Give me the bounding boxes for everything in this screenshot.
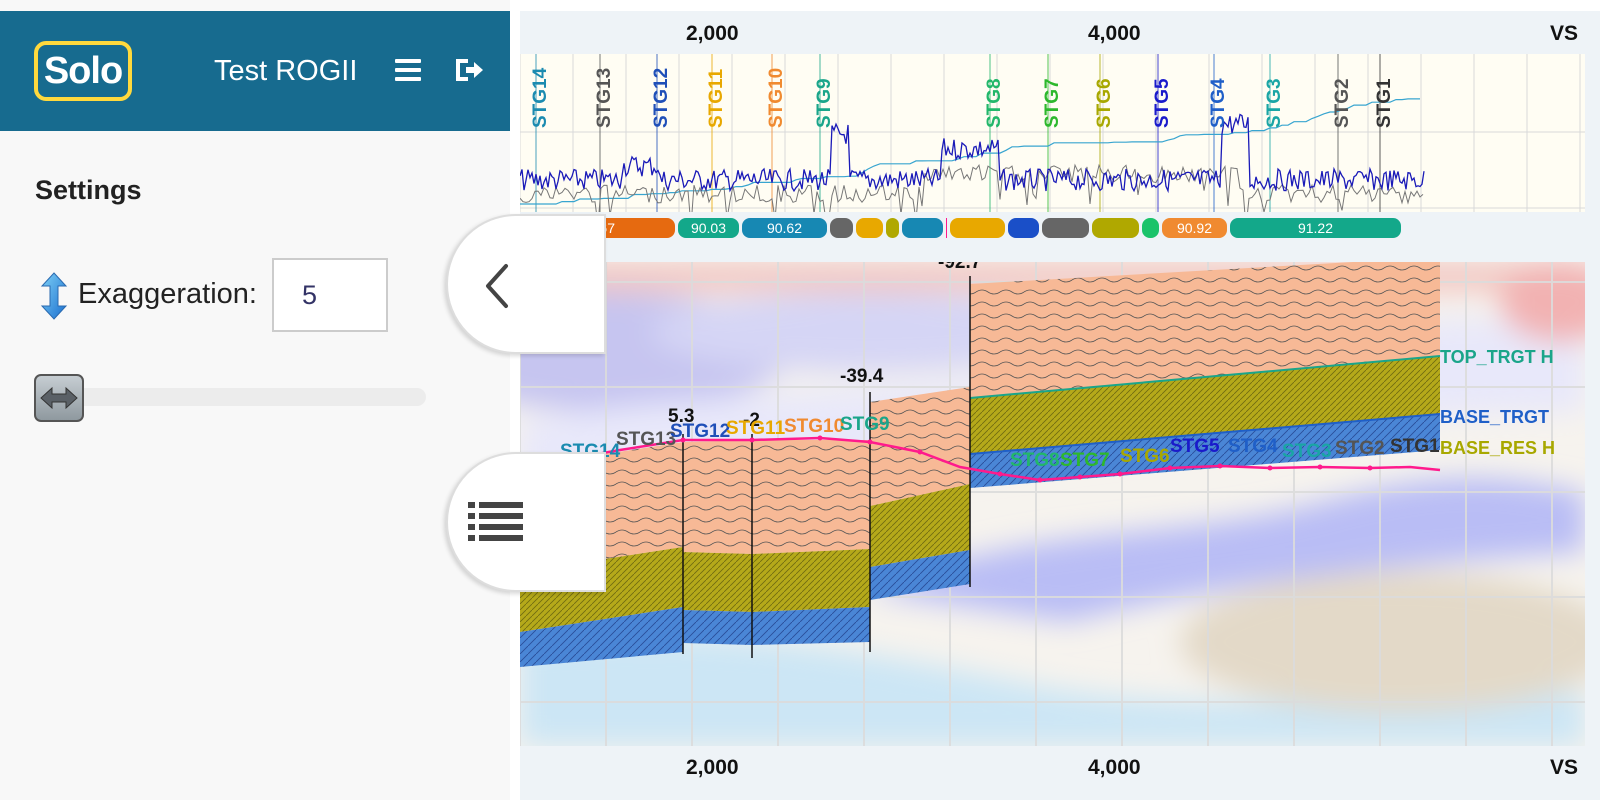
vertical-resize-icon: [40, 272, 68, 320]
exaggeration-slider-handle[interactable]: [34, 374, 84, 422]
solo-logo: Solo: [34, 41, 132, 101]
project-title: Test ROGII: [214, 55, 358, 87]
stage-label-section: STG5: [1170, 436, 1220, 457]
stage-label-section: STG8: [1010, 450, 1060, 471]
stage-label-log: STG13: [594, 68, 615, 128]
horizon-label-base-res: BASE_RES H: [1440, 438, 1555, 458]
top-bar: Solo Test ROGII: [0, 11, 510, 131]
logout-icon[interactable]: [454, 57, 484, 83]
stage-bar[interactable]: 91.22: [1230, 218, 1401, 238]
stage-label-section: STG7: [1060, 450, 1110, 471]
stage-label-section: STG3: [1282, 441, 1332, 462]
stage-bar[interactable]: [856, 218, 883, 238]
log-panel[interactable]: STG14 STG13 STG12 STG11 STG10 STG9 STG8 STG7 STG…: [520, 54, 1585, 212]
stage-label-log: STG9: [814, 78, 835, 128]
top-axis-tick-4000: 4,000: [1088, 22, 1141, 45]
top-axis-unit: VS: [1550, 22, 1579, 45]
stage-divider[interactable]: [946, 218, 947, 238]
settings-title: Settings: [35, 175, 142, 205]
bottom-axis-tick-2000: 2,000: [686, 756, 739, 779]
stage-label-log: STG4: [1208, 78, 1229, 128]
stage-label-section: STG2: [1335, 438, 1385, 459]
stage-label-log: STG6: [1094, 78, 1115, 128]
stage-label-section: STG6: [1120, 446, 1170, 467]
hamburger-menu-icon[interactable]: [395, 59, 421, 83]
stage-bar[interactable]: 90.62: [742, 218, 827, 238]
stage-bar[interactable]: [1092, 218, 1139, 238]
stage-label-log: STG14: [530, 67, 551, 128]
horizon-label-top-trgt: TOP_TRGT H: [1440, 347, 1554, 367]
fault-throw-label-1: 5.3: [668, 406, 694, 427]
stage-label-log: STG11: [706, 68, 727, 128]
stage-label-log: STG10: [766, 68, 787, 128]
stage-bar[interactable]: [902, 218, 943, 238]
exaggeration-input[interactable]: [272, 258, 388, 332]
stage-label-section: STG13: [616, 429, 676, 450]
stage-bar[interactable]: [830, 218, 853, 238]
stage-label-log: STG5: [1152, 78, 1173, 128]
stage-bar[interactable]: 90.03: [678, 218, 739, 238]
fault-throw-label-2: -2: [743, 410, 760, 431]
stage-label-section: STG1: [1390, 436, 1440, 457]
list-icon: [468, 502, 523, 541]
horizontal-resize-icon: [40, 386, 78, 410]
log-chart: STG14 STG13 STG12 STG11 STG10 STG9 STG8 STG7 STG…: [520, 54, 1585, 212]
stage-bar[interactable]: [1042, 218, 1089, 238]
exaggeration-slider-track[interactable]: [40, 388, 426, 406]
top-axis-tick-2000: 2,000: [686, 22, 739, 45]
stage-label-log: STG12: [651, 68, 672, 128]
fault-throw-label-3: -39.4: [840, 366, 884, 387]
stage-label-log: STG3: [1264, 78, 1285, 128]
stage-bar[interactable]: 90.92: [1162, 218, 1227, 238]
well-trajectory: [520, 436, 1441, 482]
stage-label-log: STG1: [1374, 78, 1395, 128]
sidebar: Solo Test ROGII Settings Exaggeration:: [0, 0, 510, 800]
fault-throw-label-4: -92.7: [938, 262, 981, 273]
stage-bar[interactable]: [1008, 218, 1039, 238]
collapse-sidebar-tab[interactable]: [446, 214, 606, 354]
stage-label-log: STG2: [1332, 78, 1353, 128]
bottom-axis-tick-4000: 4,000: [1088, 756, 1141, 779]
layers-list-tab[interactable]: [446, 452, 606, 592]
cross-section-panel[interactable]: 5.3 -2 -39.4 -92.7 STG14STG13STG12STG11S…: [520, 262, 1585, 746]
stage-bar[interactable]: [886, 218, 899, 238]
stage-label-section: STG10: [784, 416, 844, 437]
horizon-label-base-trgt: BASE_TRGT: [1440, 407, 1549, 427]
bottom-axis-unit: VS: [1550, 756, 1579, 779]
stage-label-log: STG7: [1042, 78, 1063, 128]
chevron-left-icon: [486, 264, 508, 308]
stage-label-log: STG8: [984, 78, 1005, 128]
exaggeration-label: Exaggeration:: [78, 278, 257, 310]
stage-label-section: STG12: [670, 421, 730, 442]
cross-section-chart: 5.3 -2 -39.4 -92.7 STG14STG13STG12STG11S…: [520, 262, 1585, 746]
stage-bar[interactable]: [1142, 218, 1159, 238]
stage-label-section: STG4: [1228, 436, 1278, 457]
stage-label-section: STG11: [726, 418, 786, 439]
stage-label-section: STG9: [840, 414, 890, 435]
stage-bar[interactable]: [950, 218, 1005, 238]
